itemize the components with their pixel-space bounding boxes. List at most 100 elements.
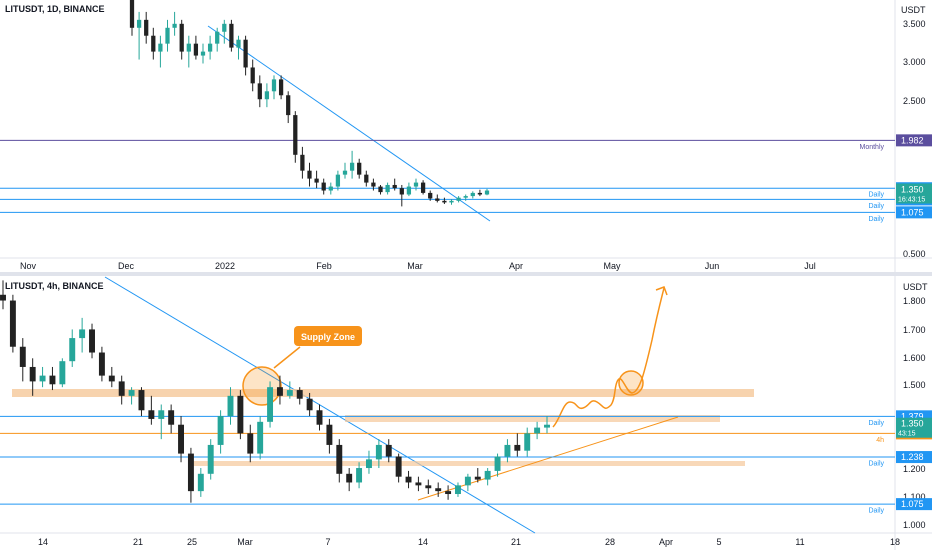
projected-arrowhead <box>655 286 668 296</box>
candle-body <box>243 39 248 68</box>
time-tick-label: 18 <box>890 537 900 547</box>
price-line-label: Daily <box>868 420 884 427</box>
supply-zone-band[interactable] <box>12 389 754 397</box>
candle-body <box>200 51 206 56</box>
candle-body <box>187 453 194 492</box>
candle-body <box>494 456 501 471</box>
candle-body <box>449 200 454 203</box>
candle-body <box>442 200 447 203</box>
candle-body <box>19 346 26 367</box>
candle-body <box>207 43 213 52</box>
candle-body <box>306 398 313 411</box>
price-line-label: Daily <box>868 192 884 199</box>
candle-body <box>435 488 442 492</box>
time-tick-label: Jun <box>705 261 720 271</box>
time-tick-label: 2022 <box>215 261 235 271</box>
candle-body <box>420 182 426 193</box>
candle-body <box>300 154 305 171</box>
candle-body <box>98 352 105 376</box>
price-badge <box>896 206 932 219</box>
price-line-label: Monthly <box>859 144 884 151</box>
candle-body <box>406 186 412 195</box>
candle-body <box>346 473 353 483</box>
candle-body <box>250 67 255 84</box>
candle-body <box>148 410 155 419</box>
candle-body <box>484 190 490 195</box>
price-tick-label: 2.500 <box>903 96 926 106</box>
candle-body <box>271 79 277 92</box>
candle-body <box>296 390 303 399</box>
time-tick-label: 21 <box>133 537 143 547</box>
candle-body <box>534 427 541 434</box>
candle-body <box>39 375 46 382</box>
candle-body <box>227 395 234 417</box>
time-tick-label: 21 <box>511 537 521 547</box>
pane-separator[interactable] <box>0 272 932 276</box>
support-zone-band[interactable] <box>190 461 745 466</box>
resistance-zone-band[interactable] <box>345 415 720 422</box>
time-tick-label: Mar <box>237 537 253 547</box>
price-tick-label: 1.000 <box>903 520 926 530</box>
candle-body <box>257 421 264 454</box>
time-tick-label: 28 <box>605 537 615 547</box>
candle-body <box>456 197 461 201</box>
price-tick-label: 1.100 <box>903 492 926 502</box>
candle-body <box>504 444 511 457</box>
candle-body <box>59 361 66 385</box>
time-tick-label: Apr <box>659 537 673 547</box>
last-price-text: 1.350 <box>901 185 924 195</box>
candle-body <box>278 79 284 96</box>
candle-body <box>328 186 333 191</box>
price-tick-label: 3.000 <box>903 57 926 67</box>
price-line-label: Daily <box>868 203 884 210</box>
target-circle[interactable] <box>618 370 644 396</box>
candle-body <box>463 196 468 198</box>
ascending-trendline[interactable] <box>417 416 679 501</box>
time-tick-label: 25 <box>187 537 197 547</box>
candle-body <box>29 366 36 382</box>
candle-body <box>445 491 452 495</box>
time-tick-label: 11 <box>795 537 804 547</box>
supply-zone-circle[interactable] <box>242 366 282 406</box>
supply-zone-callout[interactable] <box>294 326 362 346</box>
candle-body <box>293 115 298 155</box>
price-badge-text: 1.075 <box>901 207 924 217</box>
candle-body <box>321 182 326 191</box>
price-tick-label: 1.200 <box>903 464 926 474</box>
bottom-price-axis: 1.800 1.700 1.600 1.500 1.200 1.100 1.000 <box>903 296 926 530</box>
countdown-text: 43:15 <box>898 431 916 438</box>
candle-body <box>165 27 170 44</box>
time-tick-label: 14 <box>38 537 48 547</box>
price-line-label: Daily <box>868 508 884 515</box>
candle-body <box>129 0 135 28</box>
candle-body <box>395 456 402 477</box>
candle-body <box>385 444 392 457</box>
top-price-lines: Monthly Daily Daily Daily <box>0 139 895 223</box>
candle-body <box>247 433 254 454</box>
top-candles <box>129 0 490 207</box>
candle-body <box>357 162 362 175</box>
time-tick-label: Dec <box>118 261 135 271</box>
supply-zone-pointer <box>273 346 301 369</box>
candle-body <box>415 482 422 486</box>
candle-body <box>484 470 491 480</box>
candle-body <box>477 192 483 195</box>
price-tick-label: 1.500 <box>903 380 926 390</box>
countdown-text: 16:43:15 <box>898 197 925 204</box>
candle-body <box>356 468 363 483</box>
price-badge-text: 1.075 <box>901 499 924 509</box>
candle-body <box>336 444 343 474</box>
price-tick-label: 0.500 <box>903 249 926 259</box>
candle-body <box>435 198 440 201</box>
candle-body <box>316 410 323 425</box>
candle-body <box>514 444 521 451</box>
candle-body <box>0 294 6 301</box>
candle-body <box>108 375 115 382</box>
time-tick-label: Mar <box>407 261 423 271</box>
candle-body <box>186 43 191 52</box>
candle-body <box>307 170 312 179</box>
time-tick-label: 14 <box>418 537 428 547</box>
